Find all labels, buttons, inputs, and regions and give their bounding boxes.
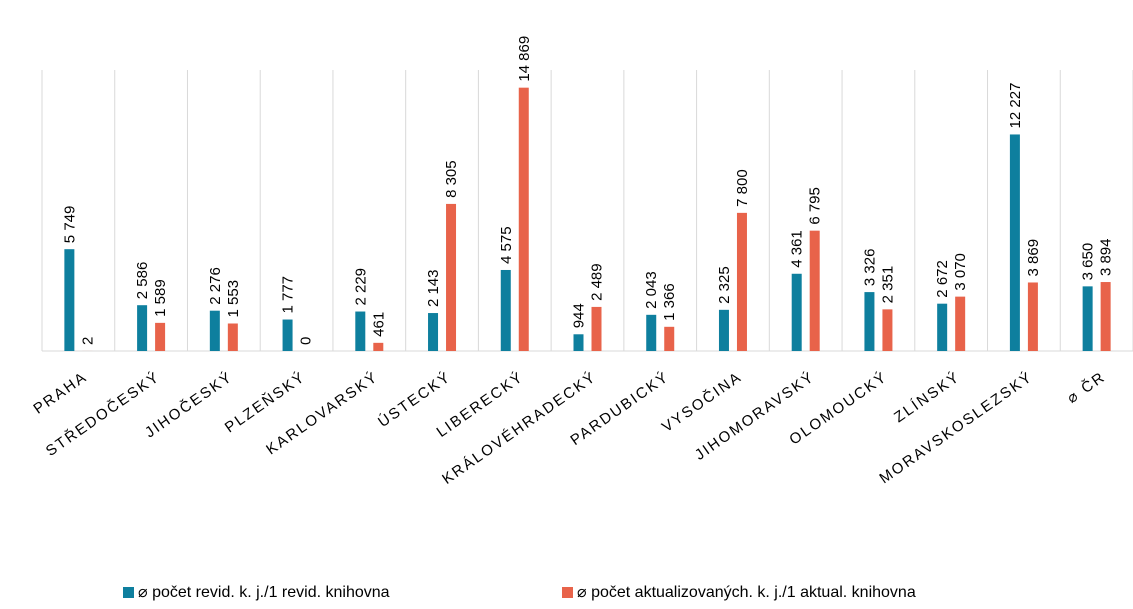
data-label: 4 361 xyxy=(789,230,806,268)
data-label: 2 043 xyxy=(643,271,660,309)
bar-revid xyxy=(1082,286,1093,351)
data-label: 1 589 xyxy=(152,279,169,317)
bar-aktual xyxy=(809,230,820,351)
data-label: 4 575 xyxy=(498,226,515,264)
data-label: 944 xyxy=(571,303,588,328)
data-label: 1 777 xyxy=(280,276,297,314)
data-label: 6 795 xyxy=(807,187,824,225)
bar-aktual xyxy=(955,296,966,351)
bar-aktual xyxy=(591,306,602,351)
legend-label-series-1: ⌀ počet revid. k. j./1 revid. knihovna xyxy=(138,584,390,601)
legend-label-series-2: ⌀ počet aktualizovaných. k. j./1 aktual.… xyxy=(577,584,916,601)
data-label: 2 351 xyxy=(879,266,896,304)
bar-aktual xyxy=(736,212,747,351)
bar-revid xyxy=(64,249,75,351)
data-label: 1 553 xyxy=(225,280,242,318)
data-label: 3 070 xyxy=(952,253,969,291)
data-label: 2 276 xyxy=(207,267,224,305)
bar-aktual xyxy=(882,309,893,351)
data-label: 1 366 xyxy=(661,283,678,321)
data-label: 2 586 xyxy=(134,262,151,300)
bar-revid xyxy=(428,313,439,351)
bar-aktual xyxy=(227,323,238,351)
bar-aktual xyxy=(664,326,675,351)
data-label: 2 672 xyxy=(934,260,951,298)
bar-revid xyxy=(937,303,948,351)
legend-item-series-2: ⌀ počet aktualizovaných. k. j./1 aktual.… xyxy=(562,582,916,602)
bar-aktual xyxy=(1100,282,1111,351)
data-label: 3 650 xyxy=(1080,243,1097,281)
category-label: PRAHA xyxy=(30,368,90,417)
bar-revid xyxy=(209,310,220,351)
bar-aktual xyxy=(155,322,166,351)
bar-revid xyxy=(1009,134,1020,351)
data-label: 3 869 xyxy=(1025,239,1042,277)
category-label: JIHOMORAVSKÝ xyxy=(692,368,818,463)
data-label: 0 xyxy=(298,337,315,345)
bar-revid xyxy=(718,309,729,351)
category-label: ZLÍNSKÝ xyxy=(891,368,963,426)
category-label: ⌀ ČR xyxy=(1064,368,1109,407)
data-label: 3 894 xyxy=(1098,238,1115,276)
bar-revid xyxy=(791,273,802,351)
bar-revid xyxy=(355,311,366,351)
data-label: 2 143 xyxy=(425,270,442,308)
bar-aktual xyxy=(373,342,384,351)
bar-revid xyxy=(646,314,657,351)
bar-aktual xyxy=(446,203,457,351)
data-label: 3 326 xyxy=(861,249,878,287)
bar-revid xyxy=(282,319,293,351)
chart-legend: ⌀ počet revid. k. j./1 revid. knihovna ⌀… xyxy=(0,582,1133,604)
legend-swatch-series-2 xyxy=(562,586,573,598)
bar-revid xyxy=(500,269,511,351)
data-label: 2 325 xyxy=(716,266,733,304)
data-label: 12 227 xyxy=(1007,83,1024,129)
data-label: 2 229 xyxy=(352,268,369,306)
bar-aktual xyxy=(1027,282,1038,351)
legend-item-series-1: ⌀ počet revid. k. j./1 revid. knihovna xyxy=(123,582,390,602)
data-label: 14 869 xyxy=(516,36,533,82)
data-label: 5 749 xyxy=(61,206,78,244)
data-label: 8 305 xyxy=(443,160,460,198)
legend-swatch-series-1 xyxy=(123,586,134,598)
data-label: 2 xyxy=(79,337,96,345)
bar-revid xyxy=(864,292,875,351)
data-label: 2 489 xyxy=(589,263,606,301)
data-label: 7 800 xyxy=(734,169,751,207)
bar-aktual xyxy=(518,87,529,351)
data-label: 461 xyxy=(370,312,387,337)
bar-revid xyxy=(573,334,584,351)
bar-revid xyxy=(137,305,148,351)
